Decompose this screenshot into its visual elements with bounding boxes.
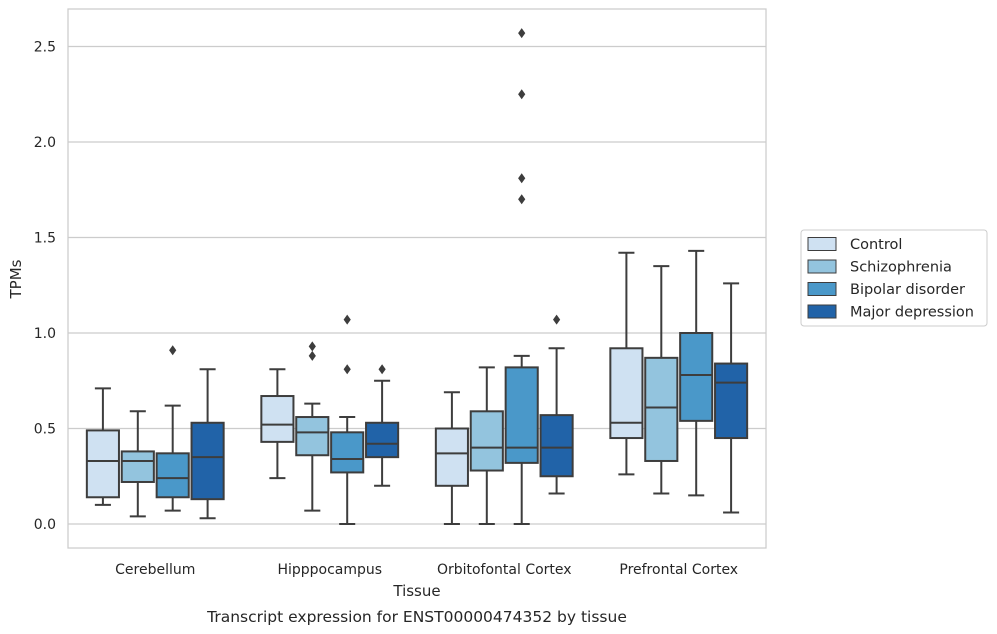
outlier-point	[343, 314, 351, 325]
box-iqr	[155, 452, 190, 499]
y-axis-label: TPMs	[7, 259, 25, 299]
box-control	[260, 368, 295, 480]
box-iqr	[644, 356, 679, 462]
y-tick-label: 2.5	[34, 40, 56, 56]
outlier-point	[553, 314, 561, 325]
box-iqr	[609, 347, 644, 440]
box-major-depression	[365, 364, 400, 487]
y-tick-label: 0.0	[34, 517, 56, 533]
legend-label: Control	[850, 237, 902, 253]
legend-entries: Control Schizophrenia Bipolar disorder Majo…	[807, 237, 974, 321]
box-bipolar-disorder	[679, 249, 714, 497]
x-tick-label: Orbitofontal Cortex	[437, 562, 572, 578]
y-tick-label: 1.0	[34, 326, 56, 342]
box-iqr	[679, 332, 714, 422]
box-iqr	[434, 427, 469, 487]
box-iqr	[714, 362, 749, 440]
box-iqr	[365, 421, 400, 459]
box-schizophrenia	[644, 265, 679, 495]
box-iqr	[539, 414, 574, 478]
outlier-point	[518, 89, 526, 100]
legend: Control Schizophrenia Bipolar disorder Majo…	[800, 229, 988, 327]
outlier-point	[378, 364, 386, 375]
box-major-depression	[190, 368, 225, 520]
box-iqr	[295, 416, 330, 457]
legend-label: Schizophrenia	[850, 260, 952, 276]
box-iqr	[469, 410, 504, 472]
box-control	[434, 391, 469, 525]
legend-swatch	[807, 259, 837, 274]
plot-frame	[67, 8, 767, 549]
box-schizophrenia	[295, 341, 330, 512]
outlier-point	[308, 341, 316, 352]
box-iqr	[330, 431, 365, 474]
legend-swatch	[807, 282, 837, 296]
y-tick-label: 2.0	[34, 135, 56, 151]
outlier-point	[169, 345, 177, 356]
box-schizophrenia	[469, 366, 504, 525]
box-groups	[85, 28, 749, 525]
y-tick-label: 1.5	[34, 231, 56, 247]
x-tick-label: Prefrontal Cortex	[619, 562, 738, 578]
box-control	[609, 251, 644, 476]
legend-swatch	[807, 304, 837, 319]
x-tick-label: Hipppocampus	[277, 562, 382, 578]
y-tick-labels: 0.0 0.5 1.0 1.5 2.0 2.5	[34, 40, 56, 534]
box-control	[85, 387, 120, 506]
legend-label: Bipolar disorder	[850, 282, 965, 298]
y-tick-label: 0.5	[34, 422, 56, 438]
box-iqr	[260, 395, 295, 443]
outlier-point	[518, 194, 526, 205]
box-bipolar-disorder	[155, 345, 190, 512]
legend-frame	[800, 229, 988, 327]
legend-swatch	[807, 237, 837, 251]
box-bipolar-disorder	[330, 314, 365, 525]
outlier-point	[518, 28, 526, 39]
box-major-depression	[539, 314, 574, 495]
chart-caption: Transcript expression for ENST0000047435…	[206, 608, 627, 626]
x-tick-labels: Cerebellum Hipppocampus Orbitofontal Corte…	[115, 562, 738, 578]
box-iqr	[85, 429, 120, 499]
box-iqr	[120, 450, 155, 483]
outlier-point	[308, 350, 316, 361]
outlier-point	[518, 173, 526, 184]
box-major-depression	[714, 282, 749, 514]
box-iqr	[190, 421, 225, 501]
box-schizophrenia	[120, 410, 155, 518]
legend-label: Major depression	[850, 305, 974, 321]
box-bipolar-disorder	[504, 28, 539, 525]
x-tick-label: Cerebellum	[115, 562, 195, 578]
x-axis-label: Tissue	[392, 582, 440, 600]
outlier-point	[343, 364, 351, 375]
gridlines	[68, 45, 766, 525]
